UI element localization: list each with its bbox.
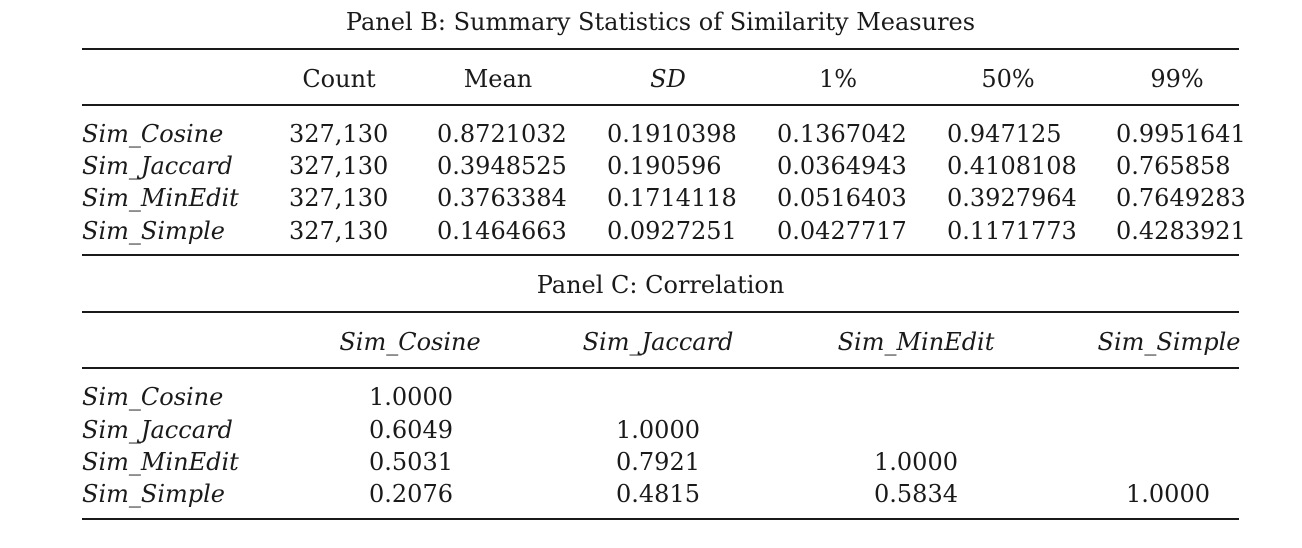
table-cell: 327,130 (289, 120, 389, 148)
panel-b-header-rule (82, 104, 1239, 106)
table-cell: 0.4283921 (1116, 217, 1246, 245)
table-cell: 0.947125 (947, 120, 1062, 148)
table-cell: 1.0000 (616, 416, 700, 444)
row-label: Sim_Cosine (82, 383, 224, 411)
table-cell: 0.1910398 (607, 120, 737, 148)
panel-c-header-rule (82, 367, 1239, 369)
panel-b-header-p1: 1% (818, 65, 858, 93)
row-label: Sim_Cosine (82, 120, 224, 148)
table-cell: 0.4815 (616, 480, 700, 508)
table-cell: 0.1367042 (777, 120, 907, 148)
table-cell: 0.0427717 (777, 217, 907, 245)
table-cell: 1.0000 (369, 383, 453, 411)
panel-b-header-p50: 50% (981, 65, 1035, 93)
table-cell: 1.0000 (1126, 480, 1210, 508)
row-label: Sim_Jaccard (82, 152, 233, 180)
table-cell: 0.2076 (369, 480, 453, 508)
panel-b-header-count: Count (302, 65, 376, 93)
row-label: Sim_Jaccard (82, 416, 233, 444)
panel-c-top-rule (82, 311, 1239, 313)
panel-b-top-rule (82, 48, 1239, 50)
table-cell: 0.3927964 (947, 184, 1077, 212)
table-cell: 0.1464663 (437, 217, 567, 245)
table-cell: 0.8721032 (437, 120, 567, 148)
table-cell: 0.3948525 (437, 152, 567, 180)
table-cell: 0.7921 (616, 448, 700, 476)
table-cell: 327,130 (289, 152, 389, 180)
table-cell: 327,130 (289, 217, 389, 245)
table-cell: 0.5031 (369, 448, 453, 476)
panel-b-header-p99: 99% (1150, 65, 1204, 93)
table-cell: 0.9951641 (1116, 120, 1246, 148)
panel-c-header-sim-simple: Sim_Simple (1097, 328, 1241, 356)
panel-b-header-sd: SD (650, 65, 686, 93)
panel-c-header-sim-cosine: Sim_Cosine (339, 328, 481, 356)
table-cell: 0.5834 (874, 480, 958, 508)
table-cell: 0.0516403 (777, 184, 907, 212)
table-cell: 0.190596 (607, 152, 722, 180)
table-cell: 0.6049 (369, 416, 453, 444)
row-label: Sim_Simple (82, 217, 225, 245)
panel-b-title: Panel B: Summary Statistics of Similarit… (345, 8, 976, 36)
panel-b-bottom-rule (82, 254, 1239, 256)
table-cell: 0.7649283 (1116, 184, 1246, 212)
table-cell: 0.1714118 (607, 184, 737, 212)
table-cell: 0.4108108 (947, 152, 1077, 180)
panel-c-title: Panel C: Correlation (536, 271, 785, 299)
row-label: Sim_MinEdit (82, 184, 239, 212)
panel-c-bottom-rule (82, 518, 1239, 520)
panel-c-header-sim-jaccard: Sim_Jaccard (582, 328, 734, 356)
table-cell: 0.765858 (1116, 152, 1231, 180)
panel-c-header-sim-minedit: Sim_MinEdit (837, 328, 995, 356)
table-cell: 0.3763384 (437, 184, 567, 212)
row-label: Sim_Simple (82, 480, 225, 508)
table-cell: 0.0364943 (777, 152, 907, 180)
table-cell: 1.0000 (874, 448, 958, 476)
table-cell: 327,130 (289, 184, 389, 212)
row-label: Sim_MinEdit (82, 448, 239, 476)
panel-b-header-mean: Mean (463, 65, 533, 93)
table-cell: 0.1171773 (947, 217, 1077, 245)
table-cell: 0.0927251 (607, 217, 737, 245)
